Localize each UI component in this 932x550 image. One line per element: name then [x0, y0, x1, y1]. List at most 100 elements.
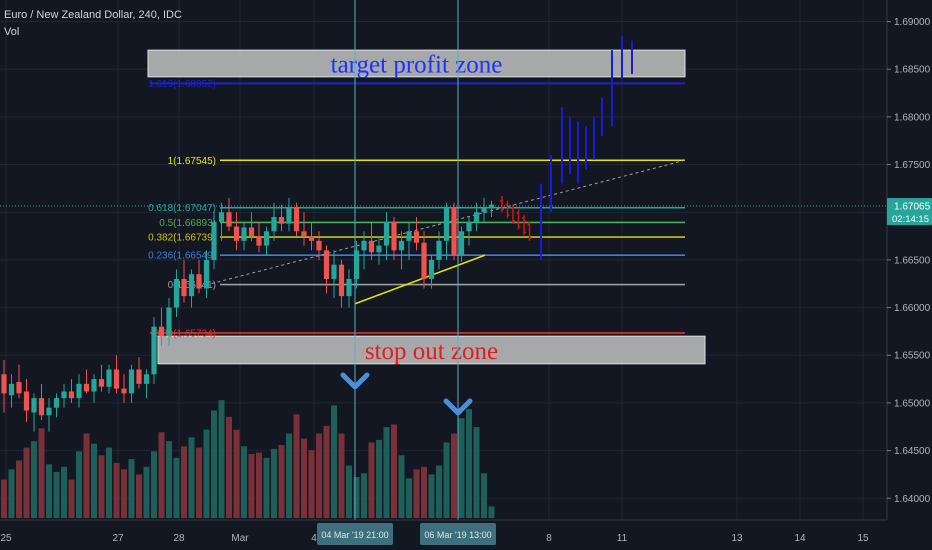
- crosshair-time-label: 06 Mar '19 13:00: [424, 530, 491, 540]
- candle-body: [91, 379, 97, 392]
- candle-body: [346, 278, 352, 297]
- volume-bar: [83, 433, 90, 518]
- time-tick-label: 27: [112, 533, 124, 544]
- fib-level-label: 1(1.67545): [168, 156, 216, 167]
- volume-bar: [203, 429, 210, 518]
- price-tick-label: 1.65500: [894, 351, 931, 362]
- volume-bar: [248, 454, 255, 518]
- candle-body: [398, 240, 405, 251]
- candle-body: [173, 278, 180, 308]
- price-tick-label: 1.69000: [894, 17, 931, 28]
- time-tick-label: 13: [731, 533, 743, 544]
- time-tick-label: 15: [857, 533, 869, 544]
- price-tick-label: 1.67500: [894, 160, 931, 171]
- chevron-down-icon: [340, 372, 370, 390]
- candle-body: [203, 259, 210, 289]
- candle-body: [158, 326, 165, 337]
- volume-bar: [271, 448, 277, 518]
- stop-out-zone-label: stop out zone: [365, 338, 498, 365]
- candle-body: [121, 388, 127, 394]
- candle-body: [323, 250, 330, 279]
- candle-body: [143, 374, 150, 384]
- volume-bar: [23, 447, 30, 518]
- candle-body: [443, 207, 450, 241]
- candle-body: [308, 236, 315, 241]
- volume-bar: [8, 469, 15, 518]
- volume-bar: [143, 466, 150, 518]
- fib-level-label: -0.39(1.65734): [150, 328, 216, 339]
- volume-bar: [443, 442, 450, 518]
- volume-bar: [421, 466, 427, 518]
- volume-bar: [173, 457, 180, 518]
- candle-body: [458, 231, 465, 256]
- volume-bar: [436, 465, 442, 518]
- volume-bar: [46, 464, 52, 518]
- candle-body: [76, 383, 82, 399]
- time-tick-label: 14: [794, 533, 806, 544]
- volume-bar: [391, 424, 397, 518]
- volume-bar: [196, 447, 202, 518]
- candle-body: [421, 242, 427, 279]
- candle-body: [451, 207, 457, 256]
- volume-bar: [331, 405, 337, 518]
- volume-bar: [91, 443, 97, 518]
- volume-bar: [368, 442, 375, 518]
- volume-bar: [323, 425, 330, 518]
- crosshair-time-label: 04 Mar '19 21:00: [321, 530, 388, 540]
- volume-bar: [376, 439, 382, 518]
- candle-body: [428, 259, 435, 279]
- stop-out-zone: [157, 335, 706, 365]
- candle-body: [226, 212, 232, 227]
- volume-bar: [121, 469, 127, 518]
- volume-bar: [68, 479, 75, 518]
- candle-body: [53, 398, 60, 408]
- volume-bar: [301, 438, 307, 518]
- candle-body: [233, 226, 240, 241]
- volume-bar: [106, 447, 112, 518]
- fib-level-label: 0.236(1.66549): [148, 251, 216, 262]
- volume-bar: [406, 478, 412, 518]
- volume-bar: [226, 416, 232, 518]
- volume-bar: [278, 445, 285, 518]
- volume-bar: [76, 451, 82, 518]
- price-tick-label: 1.66000: [894, 303, 931, 314]
- candle-body: [286, 207, 292, 224]
- volume-bar: [428, 474, 435, 518]
- candle-body: [473, 212, 480, 222]
- countdown-label: 02:14:15: [892, 214, 929, 225]
- candle-body: [128, 369, 135, 394]
- candle-body: [1, 374, 7, 394]
- candle-body: [106, 369, 112, 387]
- price-axis-panel: [887, 0, 932, 550]
- candle-body: [436, 240, 442, 260]
- volume-bar: [308, 450, 315, 518]
- candle-body: [331, 264, 337, 279]
- fib-level-label: 0.382(1.66739): [148, 233, 216, 244]
- candle-body: [481, 207, 487, 213]
- candle-body: [406, 231, 412, 241]
- price-tick-label: 1.65000: [894, 398, 931, 409]
- fib-level-label: 0.5(1.66893): [159, 218, 216, 229]
- candle-body: [151, 326, 157, 375]
- candle-body: [166, 307, 172, 337]
- target-profit-zone: [147, 49, 686, 78]
- candle-body: [271, 216, 277, 232]
- candle-body: [31, 398, 37, 413]
- last-price-badge: [887, 198, 932, 226]
- price-tick-label: 1.68000: [894, 112, 931, 123]
- candle-body: [248, 227, 255, 237]
- time-tick-label: 28: [173, 533, 185, 544]
- candle-body: [376, 245, 382, 253]
- candle-body: [383, 221, 390, 246]
- candle-body: [38, 398, 45, 416]
- volume-bar: [38, 428, 45, 518]
- volume-bar: [413, 469, 420, 518]
- time-tick-label: 11: [617, 533, 628, 544]
- volume-bar: [98, 455, 105, 518]
- candle-body: [16, 381, 22, 394]
- volume-bar: [383, 427, 390, 518]
- candle-body: [46, 407, 52, 416]
- volume-bar: [113, 462, 120, 518]
